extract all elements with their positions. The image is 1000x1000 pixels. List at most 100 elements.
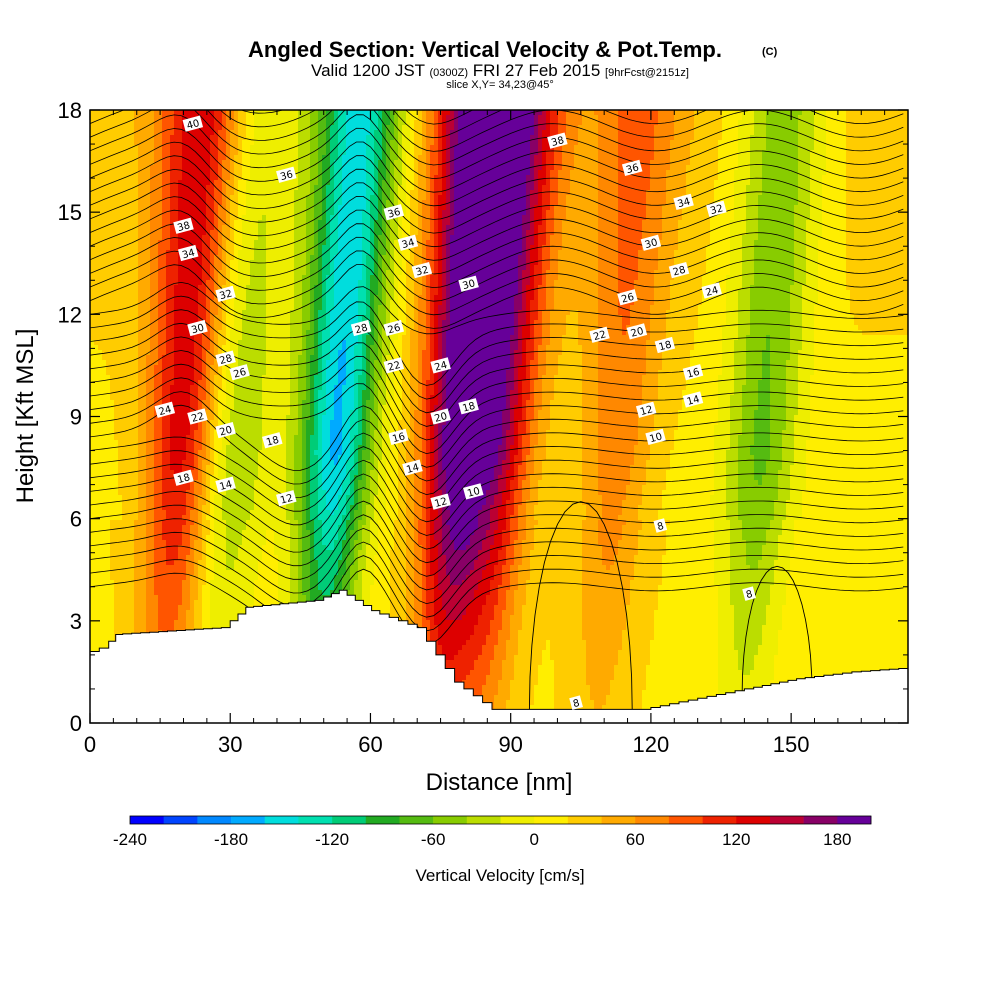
velocity-cell [878, 110, 883, 116]
velocity-cell [410, 120, 415, 126]
velocity-cell [582, 110, 587, 116]
velocity-cell [586, 135, 591, 141]
velocity-cell [474, 125, 479, 131]
velocity-cell [278, 130, 283, 136]
velocity-cell [330, 125, 335, 131]
velocity-cell [214, 125, 219, 131]
velocity-cell [886, 120, 891, 126]
chart-subtitle: Valid 1200 JST (0300Z) FRI 27 Feb 2015 [… [311, 61, 689, 80]
velocity-cell [338, 125, 343, 131]
velocity-cell [546, 115, 551, 121]
velocity-cell [718, 135, 723, 141]
velocity-cell [698, 130, 703, 136]
velocity-cell [902, 110, 907, 116]
velocity-cell [858, 110, 863, 116]
velocity-cell [202, 110, 207, 116]
velocity-cell [690, 120, 695, 126]
velocity-cell [370, 125, 375, 131]
velocity-cell [634, 110, 639, 116]
velocity-cell [682, 135, 687, 141]
velocity-cell [750, 125, 755, 131]
velocity-cell [522, 115, 527, 121]
velocity-cell [706, 115, 711, 121]
velocity-cell [730, 135, 735, 141]
velocity-cell [254, 125, 259, 131]
velocity-cell [166, 110, 171, 116]
velocity-cell [754, 130, 759, 136]
velocity-cell [294, 125, 299, 131]
velocity-cell [358, 125, 363, 131]
velocity-cell [270, 120, 275, 126]
velocity-cell [402, 115, 407, 121]
velocity-cell [502, 115, 507, 121]
velocity-cell [166, 120, 171, 126]
velocity-cell [806, 115, 811, 121]
velocity-cell [286, 115, 291, 121]
velocity-cell [858, 115, 863, 121]
velocity-cell [98, 125, 103, 131]
velocity-cell [646, 135, 651, 141]
velocity-cell [354, 135, 359, 141]
velocity-cell [110, 115, 115, 121]
velocity-cell [458, 135, 463, 141]
velocity-cell [714, 110, 719, 116]
velocity-cell [586, 120, 591, 126]
velocity-cell [774, 115, 779, 121]
velocity-cell [878, 115, 883, 121]
velocity-cell [442, 115, 447, 121]
velocity-cell [586, 110, 591, 116]
velocity-cell [566, 135, 571, 141]
velocity-cell [490, 115, 495, 121]
velocity-cell [662, 135, 667, 141]
velocity-cell [826, 125, 831, 131]
velocity-cell [594, 125, 599, 131]
velocity-cell [666, 110, 671, 116]
velocity-cell [138, 110, 143, 116]
velocity-cell [662, 110, 667, 116]
velocity-cell [630, 110, 635, 116]
velocity-cell [646, 110, 651, 116]
velocity-cell [454, 120, 459, 126]
velocity-cell [726, 130, 731, 136]
velocity-cell [490, 135, 495, 141]
velocity-cell [134, 135, 139, 141]
velocity-cell [862, 120, 867, 126]
velocity-cell [790, 135, 795, 141]
velocity-cell [522, 135, 527, 141]
velocity-cell [302, 135, 307, 141]
velocity-cell [294, 135, 299, 141]
velocity-cell [202, 120, 207, 126]
velocity-cell [678, 135, 683, 141]
velocity-cell [690, 110, 695, 116]
velocity-cell [478, 135, 483, 141]
velocity-cell [322, 120, 327, 126]
velocity-cell [730, 115, 735, 121]
velocity-cell [410, 130, 415, 136]
velocity-cell [674, 115, 679, 121]
velocity-cell [414, 125, 419, 131]
velocity-cell [438, 135, 443, 141]
velocity-cell [742, 115, 747, 121]
velocity-cell [358, 130, 363, 136]
velocity-cell [618, 135, 623, 141]
velocity-cell [486, 135, 491, 141]
chart-title: Angled Section: Vertical Velocity & Pot.… [248, 37, 722, 62]
velocity-cell [126, 110, 131, 116]
velocity-cell [534, 110, 539, 116]
velocity-cell [794, 120, 799, 126]
velocity-cell [662, 115, 667, 121]
velocity-cell [474, 110, 479, 116]
velocity-cell [522, 130, 527, 136]
velocity-cell [766, 115, 771, 121]
velocity-cell [150, 130, 155, 136]
velocity-cell [554, 120, 559, 126]
velocity-cell [146, 115, 151, 121]
velocity-cell [274, 115, 279, 121]
velocity-cell [186, 135, 191, 141]
velocity-cell [606, 115, 611, 121]
velocity-cell [366, 135, 371, 141]
velocity-cell [226, 130, 231, 136]
velocity-cell [630, 135, 635, 141]
velocity-cell [230, 135, 235, 141]
velocity-cell [162, 120, 167, 126]
